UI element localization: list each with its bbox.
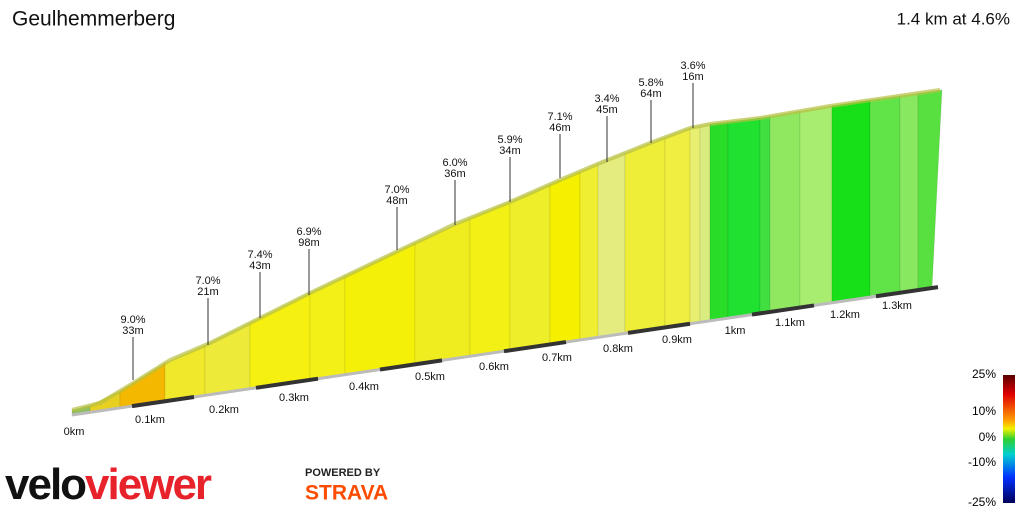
profile-segment	[664, 127, 691, 329]
logo: veloviewer	[5, 460, 212, 509]
profile-segment	[769, 110, 801, 313]
profile-segment	[699, 123, 711, 323]
annotation-grade: 3.4%	[594, 93, 619, 105]
annotation-grade: 7.4%	[247, 249, 272, 261]
profile-segment	[579, 163, 599, 341]
distance-label: 0.8km	[603, 343, 633, 355]
powered-by: POWERED BY	[305, 467, 381, 479]
profile-segment	[917, 89, 943, 291]
baseline-dash	[131, 395, 195, 409]
legend-label: 10%	[972, 404, 996, 418]
annotation-length: 34m	[499, 145, 520, 157]
distance-label: 0.1km	[135, 414, 165, 426]
legend-label: 0%	[979, 430, 997, 444]
profile-segment	[831, 99, 871, 304]
legend-label: -25%	[968, 495, 996, 509]
annotations: 9.0%33m7.0%21m7.4%43m6.9%98m7.0%48m6.0%3…	[120, 60, 706, 380]
annotation-grade: 3.6%	[680, 60, 705, 72]
distance-label: 0.6km	[479, 361, 509, 373]
annotation-grade: 5.9%	[497, 134, 522, 146]
legend-bar	[1003, 375, 1015, 503]
annotation-length: 21m	[197, 286, 218, 298]
distance-label: 1.3km	[882, 300, 912, 312]
title: Geulhemmerberg	[12, 8, 175, 31]
distance-label: 1.2km	[830, 309, 860, 321]
annotation-grade: 7.0%	[195, 275, 220, 287]
baseline-dash	[627, 321, 691, 335]
distance-label: 0.3km	[279, 392, 309, 404]
baseline-dash	[503, 340, 567, 354]
profile-segment	[869, 95, 901, 298]
distance-label: 0.2km	[209, 404, 239, 416]
profile-segment	[624, 136, 666, 334]
profile-segment	[689, 125, 701, 325]
profile-segment	[597, 152, 626, 338]
annotation-length: 98m	[298, 237, 319, 249]
profile-segment	[759, 115, 771, 314]
distance-label: 0.5km	[415, 371, 445, 383]
legend-label: -10%	[968, 455, 996, 469]
baseline-dash	[875, 285, 939, 299]
annotation-length: 16m	[682, 71, 703, 83]
baseline-dash	[379, 358, 443, 372]
annotation-grade: 6.9%	[296, 226, 321, 238]
profile	[71, 88, 943, 417]
distance-label: 0.7km	[542, 352, 572, 364]
annotation-grade: 7.0%	[384, 184, 409, 196]
annotation-length: 64m	[640, 88, 661, 100]
summary: 1.4 km at 4.6%	[897, 9, 1010, 28]
legend-label: 25%	[972, 367, 996, 381]
annotation-grade: 7.1%	[547, 111, 572, 123]
distance-label: 1.1km	[775, 317, 805, 329]
distance-label: 0.9km	[662, 334, 692, 346]
profile-segment	[727, 117, 761, 319]
profile-segment	[899, 92, 919, 294]
distance-axis: 0km 0.1km 0.2km 0.3km 0.4km 0.5km 0.6km 0.7km 0.…	[64, 300, 912, 438]
annotation-length: 33m	[122, 325, 143, 337]
baseline-dash	[255, 376, 319, 390]
profile-segment	[549, 170, 581, 345]
distance-label: 0km	[64, 426, 85, 438]
distance-label: 1km	[725, 325, 746, 337]
profile-segment	[509, 183, 551, 351]
annotation-length: 46m	[549, 122, 570, 134]
annotation-length: 45m	[596, 104, 617, 116]
distance-label: 0.4km	[349, 381, 379, 393]
annotation-grade: 6.0%	[442, 157, 467, 169]
profile-segment	[709, 121, 729, 322]
profile-top	[71, 88, 941, 412]
annotation-grade: 5.8%	[638, 77, 663, 89]
legend: 25% 10% 0% -10% -25%	[968, 367, 996, 509]
profile-segment	[469, 201, 511, 357]
annotation-grade: 9.0%	[120, 314, 145, 326]
annotation-length: 48m	[386, 195, 407, 207]
strava: STRAVA	[305, 482, 388, 505]
baseline-dash	[751, 303, 815, 317]
profile-segment	[799, 105, 833, 309]
annotation-length: 43m	[249, 260, 270, 272]
annotation-length: 36m	[444, 168, 465, 180]
profile-segment	[344, 242, 416, 376]
